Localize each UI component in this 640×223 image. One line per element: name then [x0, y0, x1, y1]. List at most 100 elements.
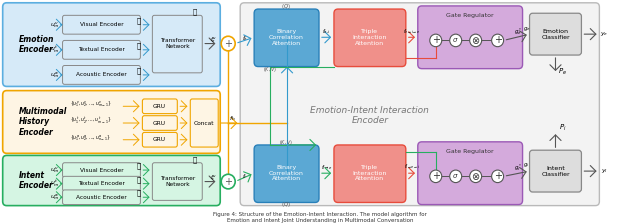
Text: Gate Regulator: Gate Regulator — [446, 13, 493, 18]
Text: +: + — [432, 171, 440, 181]
FancyBboxPatch shape — [190, 99, 218, 147]
Text: $f_{e,i}$: $f_{e,i}$ — [323, 28, 332, 36]
Text: +: + — [493, 171, 502, 181]
Text: Transformer
Network: Transformer Network — [160, 38, 195, 49]
Text: $u_m^a$: $u_m^a$ — [50, 70, 60, 80]
Text: 🔥: 🔥 — [136, 42, 141, 49]
Text: GRU: GRU — [153, 104, 166, 109]
Text: Figure 4: Structure of the Emotion-Intent Interaction. The model algorithm for
E: Figure 4: Structure of the Emotion-Inten… — [213, 212, 427, 223]
Circle shape — [450, 34, 461, 47]
Text: $g_i$: $g_i$ — [524, 161, 530, 169]
FancyBboxPatch shape — [529, 13, 581, 55]
Text: Triple
Interaction
Attention: Triple Interaction Attention — [353, 165, 387, 182]
FancyBboxPatch shape — [152, 163, 202, 200]
Circle shape — [430, 170, 442, 183]
Circle shape — [221, 36, 235, 51]
Text: $f_r^u$: $f_r^u$ — [210, 173, 216, 183]
Text: $P_e$: $P_e$ — [558, 67, 567, 77]
FancyBboxPatch shape — [418, 6, 522, 69]
FancyBboxPatch shape — [63, 176, 140, 191]
Text: $\{u_1^a,u_2^a,\ldots,u_{n-1}^a\}$: $\{u_1^a,u_2^a,\ldots,u_{n-1}^a\}$ — [70, 133, 111, 142]
Text: 🔥: 🔥 — [136, 163, 141, 169]
Circle shape — [492, 34, 504, 47]
Text: $g_i^*$: $g_i^*$ — [515, 163, 523, 173]
Text: Visual Encoder: Visual Encoder — [79, 167, 124, 173]
Text: +: + — [493, 35, 502, 45]
Text: $\sigma$: $\sigma$ — [452, 36, 459, 44]
Text: $(K,V)$: $(K,V)$ — [263, 65, 277, 74]
FancyBboxPatch shape — [63, 40, 140, 59]
Circle shape — [470, 170, 482, 183]
Text: $f_r$: $f_r$ — [243, 172, 248, 181]
FancyBboxPatch shape — [334, 145, 406, 202]
Text: +: + — [224, 177, 232, 187]
Circle shape — [492, 170, 504, 183]
Text: Intent
Classifier: Intent Classifier — [541, 166, 570, 177]
Text: Emotion-Intent Interaction
Encoder: Emotion-Intent Interaction Encoder — [310, 106, 429, 125]
Circle shape — [470, 34, 482, 47]
Text: Emotion
Classifier: Emotion Classifier — [541, 29, 570, 39]
Text: Acoustic Encoder: Acoustic Encoder — [76, 195, 127, 200]
FancyBboxPatch shape — [254, 145, 319, 202]
FancyBboxPatch shape — [3, 155, 220, 206]
FancyBboxPatch shape — [63, 66, 140, 84]
FancyBboxPatch shape — [240, 3, 600, 206]
Text: Emotion
Encoder: Emotion Encoder — [19, 35, 54, 54]
Text: $y_e$: $y_e$ — [600, 30, 609, 38]
Text: 🔥: 🔥 — [136, 67, 141, 74]
FancyBboxPatch shape — [3, 91, 220, 153]
Text: Textual Encoder: Textual Encoder — [78, 47, 125, 52]
Circle shape — [430, 34, 442, 47]
FancyBboxPatch shape — [3, 3, 220, 87]
Text: $(K,V)$: $(K,V)$ — [279, 138, 293, 147]
Text: Multimodal
History
Encoder: Multimodal History Encoder — [19, 107, 67, 137]
Text: 🔥: 🔥 — [192, 9, 196, 16]
Text: $P_i$: $P_i$ — [559, 123, 566, 133]
Text: $(Q)$: $(Q)$ — [281, 200, 291, 209]
Text: $(Q)$: $(Q)$ — [281, 2, 291, 11]
FancyBboxPatch shape — [529, 150, 581, 192]
Text: GRU: GRU — [153, 120, 166, 126]
Text: $y_i$: $y_i$ — [601, 167, 608, 175]
Text: +: + — [432, 35, 440, 45]
Text: $f_e^u$: $f_e^u$ — [210, 36, 216, 45]
Text: Gate Regulator: Gate Regulator — [446, 149, 493, 154]
Text: $\{u_1^t,u_2^t,\ldots,u_{m-1}^t\}$: $\{u_1^t,u_2^t,\ldots,u_{m-1}^t\}$ — [70, 116, 111, 126]
Text: GRU: GRU — [153, 137, 166, 142]
Text: $u_m^a$: $u_m^a$ — [50, 192, 60, 202]
Text: $u_m^v$: $u_m^v$ — [50, 165, 60, 175]
Text: Triple
Interaction
Attention: Triple Interaction Attention — [353, 29, 387, 45]
Text: Textual Encoder: Textual Encoder — [78, 181, 125, 186]
FancyBboxPatch shape — [152, 15, 202, 73]
FancyBboxPatch shape — [254, 9, 319, 66]
Text: Binary
Correlation
Attention: Binary Correlation Attention — [269, 165, 303, 182]
Text: Acoustic Encoder: Acoustic Encoder — [76, 72, 127, 77]
Text: Visual Encoder: Visual Encoder — [79, 22, 124, 27]
Text: 🔥: 🔥 — [136, 17, 141, 24]
FancyBboxPatch shape — [334, 9, 406, 66]
Text: $f_h$: $f_h$ — [229, 114, 236, 123]
Text: 🔥: 🔥 — [136, 190, 141, 196]
Text: $f_{e\to i\to e}$: $f_{e\to i\to e}$ — [403, 28, 420, 37]
Circle shape — [221, 174, 235, 189]
Text: Intent
Encoder: Intent Encoder — [19, 171, 53, 190]
FancyBboxPatch shape — [142, 132, 177, 147]
FancyBboxPatch shape — [142, 116, 177, 130]
FancyBboxPatch shape — [142, 99, 177, 114]
Text: +: + — [224, 39, 232, 49]
FancyBboxPatch shape — [418, 142, 522, 204]
FancyBboxPatch shape — [63, 190, 140, 204]
Text: $\otimes$: $\otimes$ — [471, 171, 480, 182]
FancyBboxPatch shape — [63, 15, 140, 34]
Text: $f_{i\to e}$: $f_{i\to e}$ — [321, 163, 333, 172]
Text: 🔥: 🔥 — [192, 156, 196, 163]
Text: $f_{i\to e\to i}$: $f_{i\to e\to i}$ — [404, 163, 420, 172]
Text: $u_m^v$: $u_m^v$ — [50, 20, 60, 30]
Text: $g_e$: $g_e$ — [523, 25, 531, 33]
Text: $u_m^t$: $u_m^t$ — [50, 178, 60, 189]
Text: Binary
Correlation
Attention: Binary Correlation Attention — [269, 29, 303, 45]
Text: Transformer
Network: Transformer Network — [160, 176, 195, 187]
Text: Concat: Concat — [194, 120, 214, 126]
Circle shape — [450, 170, 461, 183]
Text: $f_e$: $f_e$ — [242, 34, 248, 43]
